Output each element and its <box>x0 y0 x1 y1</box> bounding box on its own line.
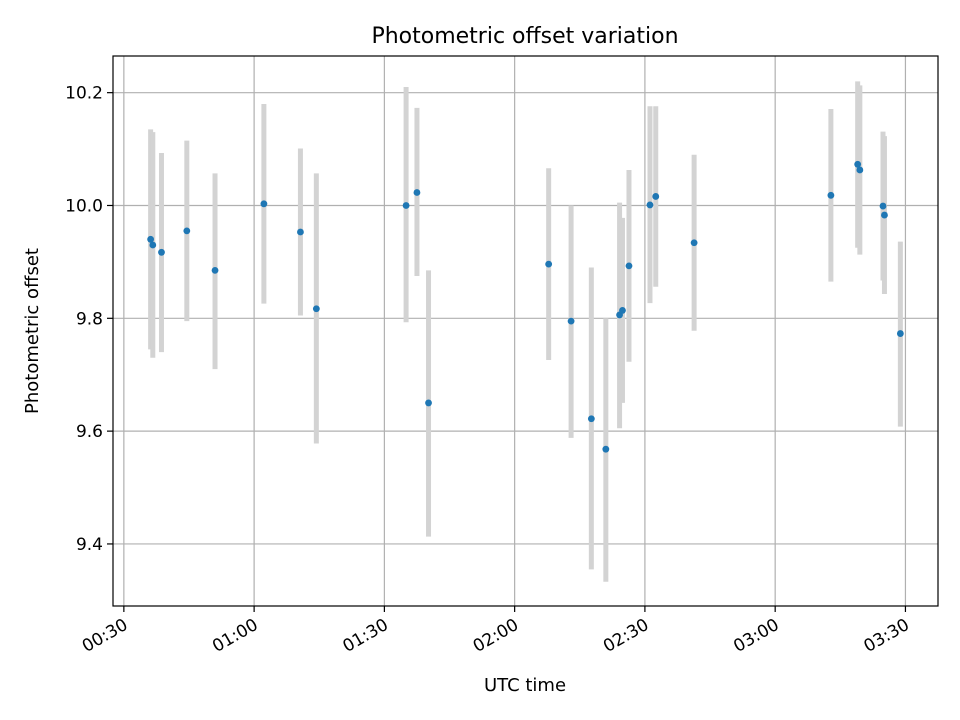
data-point <box>690 239 698 247</box>
data-point <box>619 307 626 314</box>
data-point <box>856 166 864 174</box>
data-point <box>211 266 219 274</box>
data-point <box>312 305 320 313</box>
data-point <box>183 227 191 235</box>
data-point <box>413 189 421 196</box>
plot-frame <box>112 55 939 607</box>
data-point <box>602 445 610 453</box>
data-point <box>854 160 862 168</box>
data-point <box>147 235 155 243</box>
y-axis-label: Photometric offset <box>22 248 43 414</box>
data-point <box>402 202 410 209</box>
data-point <box>567 317 575 325</box>
data-point <box>879 202 887 210</box>
data-point <box>545 260 553 268</box>
data-point <box>260 200 268 208</box>
x-axis-label: UTC time <box>484 675 566 696</box>
data-point <box>652 193 660 200</box>
data-point <box>646 201 654 209</box>
chart-title: Photometric offset variation <box>371 24 678 49</box>
data-points <box>147 160 904 453</box>
y-axis: 9.4 9.6 9.8 10.0 10.2 <box>65 84 113 555</box>
y-tick-label: 10.2 <box>65 84 103 104</box>
data-point <box>149 241 157 249</box>
y-tick-label: 9.4 <box>76 535 103 555</box>
data-point <box>158 248 165 256</box>
y-tick-label: 10.0 <box>65 196 103 216</box>
data-point <box>587 415 595 423</box>
data-point <box>297 228 304 236</box>
data-point <box>881 211 888 219</box>
data-point <box>827 191 835 199</box>
y-tick-label: 9.8 <box>76 309 103 329</box>
data-point <box>425 399 432 407</box>
data-point <box>625 262 633 270</box>
data-point <box>896 330 904 337</box>
grid <box>113 56 938 606</box>
y-tick-label: 9.6 <box>76 422 103 442</box>
